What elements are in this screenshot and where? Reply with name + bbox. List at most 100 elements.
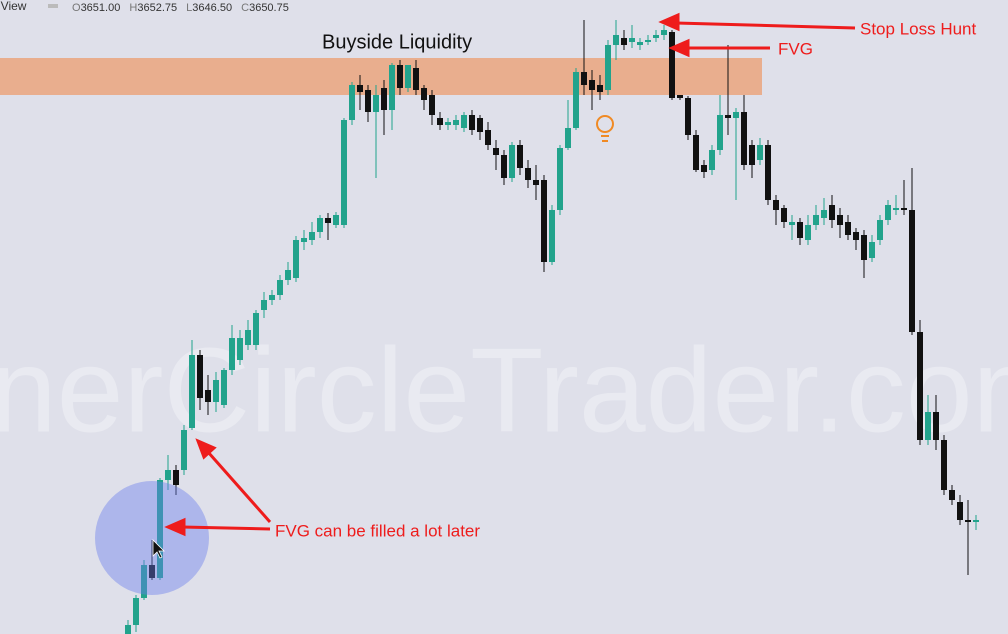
candle-body: [189, 355, 195, 428]
candle-body: [477, 118, 483, 132]
ohlc-val: 3650.75: [249, 2, 289, 14]
candle-body: [749, 145, 755, 165]
ohlc-readout: O3651.00 H3652.75 L3646.50 C3650.75: [72, 2, 289, 14]
candle-body: [741, 112, 747, 165]
candle-body: [949, 490, 955, 500]
candle-body: [357, 85, 363, 92]
candle-body: [205, 390, 211, 402]
ohlc-val: 3652.75: [137, 2, 177, 14]
candle-body: [229, 338, 235, 370]
candle-body: [973, 520, 979, 522]
candle-body: [485, 130, 491, 145]
candle-body: [629, 38, 635, 42]
candle-body: [557, 148, 563, 210]
candle-body: [437, 118, 443, 125]
candle-body: [653, 35, 659, 38]
highlight-circle: [95, 481, 209, 595]
candle-body: [317, 218, 323, 232]
candle-body: [133, 598, 139, 625]
annotation: FVG can be filled a lot later: [275, 521, 480, 540]
candle-body: [141, 565, 147, 598]
candle-body: [461, 115, 467, 128]
candle-body: [293, 240, 299, 278]
candle-body: [925, 412, 931, 440]
candle-body: [933, 412, 939, 440]
candle-body: [381, 88, 387, 110]
ohlc-key: O: [72, 2, 81, 14]
candle-body: [645, 40, 651, 42]
candle-body: [893, 208, 899, 210]
icon: [48, 4, 58, 8]
candle-body: [341, 120, 347, 225]
candle-body: [173, 470, 179, 485]
candle-body: [309, 232, 315, 240]
candle-body: [493, 148, 499, 155]
candle-body: [125, 625, 131, 634]
bulb-icon: [596, 115, 614, 142]
zone-label: Buyside Liquidity: [322, 31, 472, 53]
candle-body: [725, 115, 731, 118]
candle-body: [637, 42, 643, 45]
candle-body: [845, 222, 851, 235]
candle-body: [405, 65, 411, 88]
candle-body: [589, 80, 595, 90]
candle-body: [773, 200, 779, 210]
candle-body: [765, 145, 771, 200]
candle-body: [621, 38, 627, 45]
candle-body: [581, 72, 587, 85]
candle-body: [365, 90, 371, 112]
candle-body: [429, 95, 435, 115]
candle-body: [789, 222, 795, 225]
annotation: FVG: [778, 39, 813, 58]
candle-body: [781, 208, 787, 222]
candle-body: [389, 65, 395, 110]
candle-body: [605, 45, 611, 90]
candle-body: [181, 430, 187, 470]
candle-body: [421, 88, 427, 100]
candle-body: [693, 135, 699, 170]
candle-body: [661, 30, 667, 35]
candle-body: [901, 208, 907, 210]
candle-body: [701, 165, 707, 172]
candle-body: [909, 210, 915, 332]
candle-body: [541, 180, 547, 262]
candle-body: [333, 215, 339, 225]
candle-body: [525, 168, 531, 180]
candle-body: [165, 470, 171, 480]
candle-body: [197, 355, 203, 398]
candle-body: [573, 72, 579, 128]
app-name: gView: [0, 0, 27, 13]
candle-body: [965, 520, 971, 522]
candle-body: [245, 330, 251, 345]
candle-body: [805, 225, 811, 240]
candle-body: [261, 300, 267, 310]
candle-body: [565, 128, 571, 148]
candle-body: [149, 565, 155, 578]
candle-body: [325, 218, 331, 223]
candle-body: [677, 95, 683, 98]
candle-body: [685, 98, 691, 135]
cursor: [152, 539, 165, 559]
candle-body: [597, 85, 603, 92]
candle-body: [253, 313, 259, 345]
candle-body: [797, 222, 803, 238]
candle-body: [613, 35, 619, 45]
candle-body: [453, 120, 459, 125]
candle-body: [853, 232, 859, 240]
candle-body: [869, 242, 875, 258]
candle-body: [237, 338, 243, 360]
candle-body: [349, 85, 355, 120]
ohlc-key: H: [129, 2, 137, 14]
candle-body: [285, 270, 291, 280]
candle-body: [301, 238, 307, 242]
candle-body: [509, 145, 515, 178]
candle-body: [469, 115, 475, 130]
candle-body: [829, 205, 835, 220]
ohlc-key: C: [241, 2, 249, 14]
candle-body: [157, 480, 163, 578]
annotation: Stop Loss Hunt: [860, 19, 977, 38]
candle-body: [717, 115, 723, 150]
ohlc-val: 3646.50: [192, 2, 232, 14]
candle-body: [669, 32, 675, 98]
